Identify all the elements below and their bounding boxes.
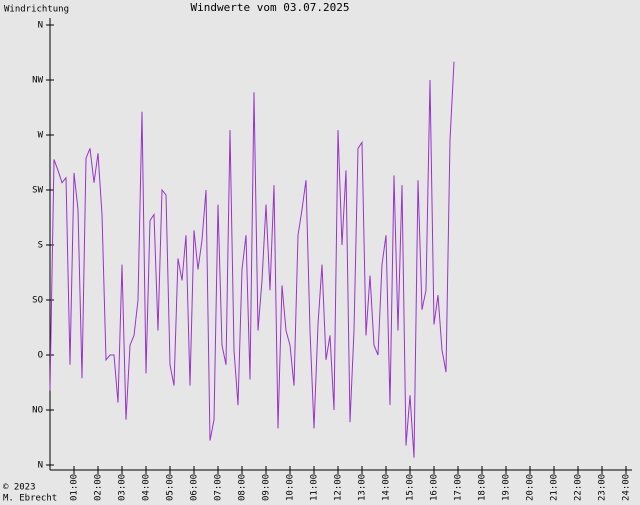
x-tick-label: 01:00 [70, 474, 80, 501]
data-line [49, 61, 455, 458]
y-tick-label: O [38, 351, 43, 361]
y-tick-label: S [38, 241, 43, 251]
y-tick-label: NW [32, 76, 43, 86]
chart-title: Windwerte vom 03.07.2025 [191, 1, 350, 14]
y-tick-label: SO [32, 296, 43, 306]
x-tick-label: 07:00 [214, 474, 224, 501]
x-tick-label: 18:00 [478, 474, 488, 501]
copyright: © 2023 [3, 483, 36, 493]
x-tick-label: 24:00 [622, 474, 632, 501]
x-tick-label: 21:00 [550, 474, 560, 501]
x-tick-label: 04:00 [142, 474, 152, 501]
x-tick-label: 22:00 [574, 474, 584, 501]
y-tick-label: N [38, 461, 43, 471]
x-tick-label: 12:00 [334, 474, 344, 501]
x-tick-label: 19:00 [502, 474, 512, 501]
x-tick-label: 23:00 [598, 474, 608, 501]
x-tick-label: 16:00 [430, 474, 440, 501]
x-tick-label: 17:00 [454, 474, 464, 501]
x-tick-label: 06:00 [190, 474, 200, 501]
x-tick-label: 14:00 [382, 474, 392, 501]
y-tick-label: NO [32, 406, 43, 416]
y-tick-label: W [38, 131, 44, 141]
x-tick-label: 13:00 [358, 474, 368, 501]
y-axis-label: Windrichtung [4, 5, 69, 15]
x-tick-label: 15:00 [406, 474, 416, 501]
x-tick-label: 10:00 [286, 474, 296, 501]
x-tick-label: 09:00 [262, 474, 272, 501]
y-tick-label: N [38, 21, 43, 31]
x-tick-label: 08:00 [238, 474, 248, 501]
x-tick-label: 05:00 [166, 474, 176, 501]
author: M. Ebrecht [3, 494, 57, 504]
x-tick-label: 03:00 [118, 474, 128, 501]
x-tick-label: 11:00 [310, 474, 320, 501]
x-tick-label: 02:00 [94, 474, 104, 501]
y-tick-label: SW [32, 186, 43, 196]
x-tick-label: 20:00 [526, 474, 536, 501]
